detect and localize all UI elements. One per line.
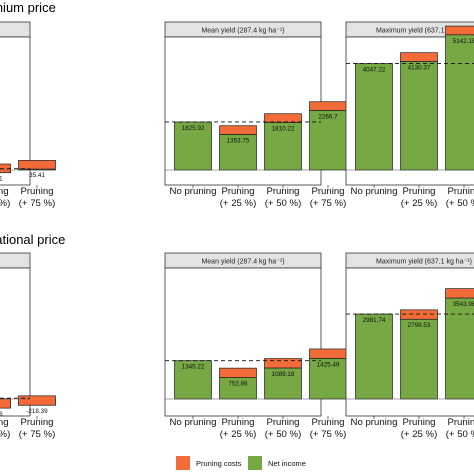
panel-5-bar-net-1 [400, 318, 438, 400]
panel-3-strip [0, 252, 31, 269]
panel-4-x-tick-label-3-1: (+ 75 %) [310, 429, 347, 440]
panel-1-x-tick-label-3-0: Pruning [311, 186, 344, 197]
panel-4-value-label-1: 752.86 [228, 381, 248, 388]
panel-5-bar-cost-2 [445, 288, 474, 299]
panel-4-bar-net-3 [309, 358, 347, 400]
panel-1-bar-net-3 [309, 110, 347, 171]
panel-4-x-tick-label-2-0: Pruning [266, 417, 299, 428]
facet-panels: Minimum yield (86.7 kg ha⁻¹)50.89No prun… [0, 21, 474, 440]
panel-1-bar-net-1 [219, 134, 257, 171]
panel-5-bar-cost-1 [400, 309, 438, 320]
panel-4-x-tick-label-1-0: Pruning [221, 417, 254, 428]
panel-4-bar-cost-3 [309, 348, 347, 359]
panel-1-bar-cost-3 [309, 101, 347, 111]
legend: Pruning costs Net income [176, 456, 306, 470]
panel-5-value-label-1: 2798.53 [408, 322, 431, 329]
panel-0-bar-cost-3 [18, 160, 56, 170]
row-title-premium: Premium price [0, 0, 56, 15]
panel-5-value-label-0: 2981.74 [363, 317, 386, 324]
panel-2-strip-label: Maximum yield (637.1 kg ha⁻¹) [376, 28, 472, 35]
panel-2-bar-cost-1 [400, 52, 438, 62]
panel-1-x-tick-label-2-0: Pruning [266, 186, 299, 197]
panel-4-bar-net-0 [174, 360, 212, 400]
panel-4-value-label-0: 1345.22 [182, 364, 205, 371]
legend-swatch-net-income [248, 456, 262, 470]
legend-swatch-pruning-costs [176, 456, 190, 470]
panel-1-bar-net-0 [174, 121, 212, 171]
panel-4-x-tick-label-1-1: (+ 25 %) [220, 429, 257, 440]
panel-1-x-tick-label-0-0: No pruning [170, 186, 217, 197]
panel-3-value-label-2: -319.86 [0, 411, 3, 418]
panel-3-bar-cost-3 [18, 395, 56, 406]
panel-0-x-tick-label-3-1: (+ 75 %) [19, 198, 56, 209]
panel-1-value-label-3: 2266.7 [318, 113, 338, 120]
panel-4-bar-cost-1 [219, 367, 257, 378]
panel-5-x-tick-label-1-1: (+ 25 %) [401, 429, 438, 440]
panel-2-value-label-0: 4047.22 [363, 67, 386, 74]
panel-2-bar-net-1 [400, 61, 438, 171]
legend-label-net-income: Net income [268, 459, 306, 468]
panel-5-value-label-2: 3543.96 [453, 301, 474, 308]
panel-3-x-tick-label-2-1: (+ 50 %) [0, 429, 10, 440]
panel-1-value-label-2: 1810.22 [272, 125, 295, 132]
panel-4-bar-cost-2 [264, 358, 302, 369]
panel-2-x-tick-label-2-1: (+ 50 %) [446, 198, 474, 209]
panel-1-x-tick-label-1-1: (+ 25 %) [220, 198, 257, 209]
panel-3-bar-cost-2 [0, 398, 11, 409]
panel-3-x-tick-label-2-0: Pruning [0, 417, 9, 428]
panel-4-value-label-3: 1425.49 [317, 361, 340, 368]
panel-2-x-tick-label-0-0: No pruning [351, 186, 398, 197]
panel-0-x-tick-label-2-1: (+ 50 %) [0, 198, 10, 209]
panel-0-x-tick-label-2-0: Pruning [0, 186, 9, 197]
panel-1-value-label-0: 1825.92 [182, 125, 205, 132]
panel-0-x-tick-label-3-0: Pruning [20, 186, 53, 197]
panel-5-strip-label: Maximum yield (637.1 kg ha⁻¹) [376, 259, 472, 266]
panel-3-frame [0, 267, 31, 417]
panel-4-x-tick-label-3-0: Pruning [311, 417, 344, 428]
panel-2-x-tick-label-1-0: Pruning [402, 186, 435, 197]
panel-5-bar-net-0 [355, 313, 393, 400]
panel-1-strip-label: Mean yield (287.4 kg ha⁻¹) [201, 28, 284, 35]
panel-3-value-label-3: -218.39 [26, 408, 48, 415]
panel-0-strip [0, 21, 31, 38]
panel-1-value-label-1: 1353.75 [227, 137, 250, 144]
panel-1-x-tick-label-3-1: (+ 75 %) [310, 198, 347, 209]
panel-5-x-tick-label-2-0: Pruning [447, 417, 474, 428]
panel-1-x-tick-label-1-0: Pruning [221, 186, 254, 197]
panel-5-bar-net-2 [445, 297, 474, 400]
panel-5-x-tick-label-1-0: Pruning [402, 417, 435, 428]
panel-2-bar-net-2 [445, 34, 474, 171]
panel-0-value-label-3: 35.41 [29, 172, 45, 179]
panel-1-bar-cost-2 [264, 113, 302, 123]
panel-4-x-tick-label-0-0: No pruning [170, 417, 217, 428]
panel-2-bar-cost-2 [445, 25, 474, 36]
panel-1-bar-cost-1 [219, 125, 257, 135]
panel-5-x-tick-label-2-1: (+ 50 %) [446, 429, 474, 440]
panel-2-x-tick-label-2-0: Pruning [447, 186, 474, 197]
panel-4-strip-label: Mean yield (287.4 kg ha⁻¹) [201, 259, 284, 266]
panel-2-bar-net-0 [355, 63, 393, 171]
panel-0-frame [0, 36, 31, 186]
panel-5-x-tick-label-0-0: No pruning [351, 417, 398, 428]
panel-1-x-tick-label-2-1: (+ 50 %) [265, 198, 302, 209]
panel-3-x-tick-label-3-0: Pruning [20, 417, 53, 428]
panel-3-x-tick-label-3-1: (+ 75 %) [19, 429, 56, 440]
panel-2-value-label-1: 4130.37 [408, 64, 431, 71]
panel-0-value-label-2: -102.31 [0, 176, 3, 183]
panel-4-x-tick-label-2-1: (+ 50 %) [265, 429, 302, 440]
legend-label-pruning-costs: Pruning costs [196, 459, 242, 468]
panel-2-value-label-2: 5142.18 [453, 38, 474, 45]
panel-2-x-tick-label-1-1: (+ 25 %) [401, 198, 438, 209]
row-title-international: International price [0, 232, 65, 247]
panel-4-value-label-2: 1089.18 [272, 371, 295, 378]
